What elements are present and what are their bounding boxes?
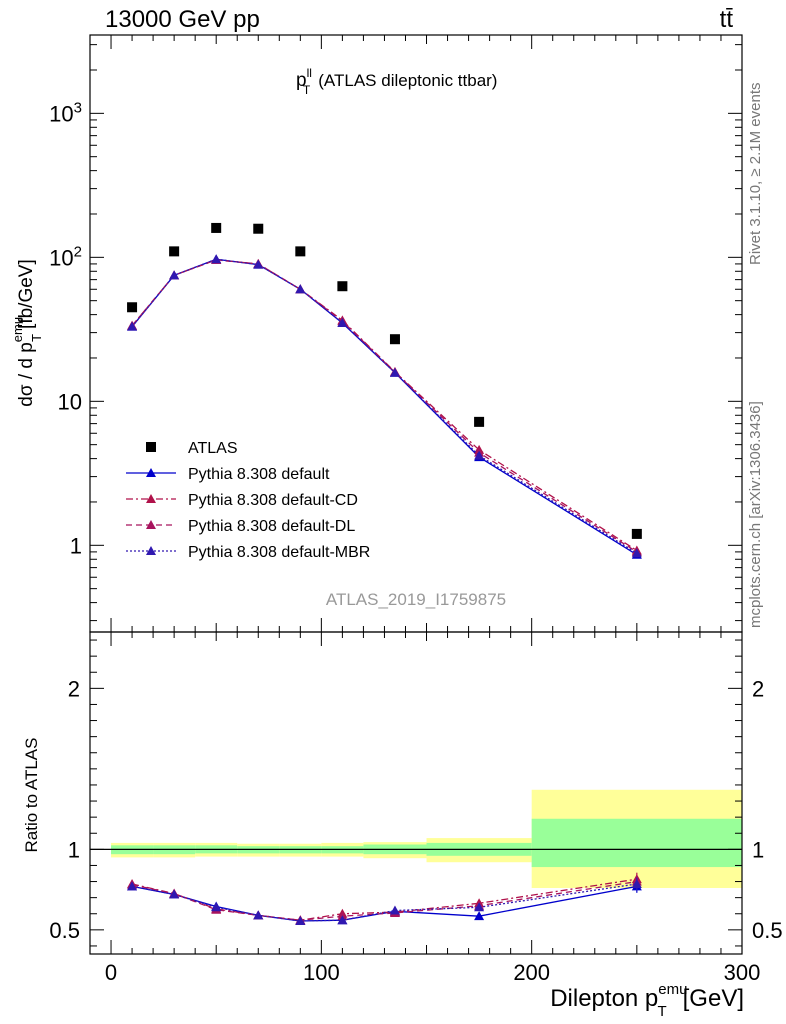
ratio-y-tick-label-right: 0.5 [752, 918, 783, 943]
data-point [631, 528, 642, 539]
x-label-sub: T [657, 1003, 666, 1020]
y-label-unit: [fb/GeV] [16, 259, 37, 329]
ratio-marker [127, 881, 138, 891]
legend: ATLAS Pythia 8.308 default Pythia 8.308 de… [126, 440, 370, 561]
legend-marker [146, 546, 156, 555]
title-rest: (ATLAS dileptonic ttbar) [318, 71, 497, 90]
ratio-bands [111, 789, 742, 888]
y-tick-label: 10 [58, 389, 82, 414]
ratio-y-tick-label: 1 [68, 837, 80, 862]
data-point [389, 334, 400, 345]
legend-label: Pythia 8.308 default [188, 466, 330, 483]
x-tick-label: 300 [724, 960, 761, 985]
ratio-frame [89, 631, 743, 955]
ratio-axis-ticks: 0 100 200 300 0.5 0.5 1 1 2 2 [49, 632, 783, 985]
x-label-main: Dilepton p [550, 985, 658, 1012]
ratio-y-label: Ratio to ATLAS [22, 738, 41, 853]
series-marker [337, 317, 348, 327]
ratio-marker [169, 889, 180, 899]
ratio-marker [474, 911, 485, 921]
x-axis-label: Dilepton pemu T [GeV] [550, 981, 744, 1020]
data-point [337, 281, 348, 292]
y-tick-label: 102 [49, 243, 82, 270]
process-label: tt̄ [720, 6, 734, 33]
main-series [127, 222, 642, 559]
x-tick-label: 0 [105, 960, 117, 985]
title-main: p [296, 70, 307, 91]
ratio-y-tick-label: 0.5 [49, 918, 80, 943]
series-marker [253, 259, 264, 269]
main-panel: 1 10 102 103 [49, 34, 743, 633]
legend-label: Pythia 8.308 default-MBR [188, 544, 370, 561]
data-point [295, 246, 306, 257]
x-tick-label: 100 [303, 960, 340, 985]
ratio-marker [389, 905, 400, 915]
legend-label: ATLAS [188, 440, 238, 457]
series-marker [295, 284, 306, 294]
legend-marker [146, 520, 156, 529]
series-marker [389, 367, 400, 377]
data-point [127, 302, 138, 313]
ratio-marker [337, 915, 348, 925]
y-label-sub: T [29, 334, 44, 342]
ratio-line [131, 883, 637, 922]
y-label-main: dσ / d p [16, 342, 37, 407]
series-line [131, 258, 638, 556]
series-marker [169, 270, 180, 280]
x-tick-label: 200 [513, 960, 550, 985]
y-tick-label: 103 [49, 99, 82, 126]
legend-marker [146, 494, 156, 503]
data-point [211, 222, 222, 233]
ratio-band-inner [531, 818, 742, 868]
energy-label: 13000 GeV pp [105, 6, 260, 33]
ratio-y-tick-label: 2 [68, 676, 80, 701]
analysis-id: ATLAS_2019_I1759875 [326, 590, 506, 609]
data-point [253, 223, 264, 234]
ratio-marker [295, 915, 306, 925]
ratio-series [127, 872, 642, 925]
ratio-marker [253, 910, 264, 920]
ratio-y-tick-label-right: 1 [752, 837, 764, 862]
main-y-label: dσ / d pemu T [fb/GeV] [10, 259, 44, 407]
legend-marker [146, 468, 156, 477]
y-label-sup: emu [10, 317, 25, 342]
series-marker [127, 321, 138, 331]
mcplots-label: mcplots.cern.ch [arXiv:1306.3436] [747, 401, 764, 628]
ratio-marker [631, 878, 642, 888]
y-tick-label: 1 [70, 533, 82, 558]
series-marker [631, 548, 642, 558]
panel-title: pll T (ATLAS dileptonic ttbar) [296, 66, 497, 97]
legend-label: Pythia 8.308 default-DL [188, 518, 355, 535]
x-label-sup: emu [658, 981, 687, 998]
ratio-marker [211, 902, 222, 912]
x-label-unit: [GeV] [683, 985, 744, 1012]
ratio-line [131, 885, 637, 922]
ratio-marker [474, 902, 485, 912]
series-marker [211, 254, 222, 264]
legend-marker [146, 442, 156, 452]
title-sup: ll [307, 66, 312, 80]
ratio-y-tick-label-right: 2 [752, 676, 764, 701]
data-point [474, 416, 485, 427]
data-point [169, 246, 180, 257]
series-line [131, 258, 638, 554]
ratio-panel: 0 100 200 300 0.5 0.5 1 1 2 2 [49, 631, 783, 985]
main-frame [89, 34, 743, 633]
series-marker [474, 450, 485, 460]
legend-label: Pythia 8.308 default-CD [188, 492, 358, 509]
rivet-label: Rivet 3.1.10, ≥ 2.1M events [747, 83, 764, 266]
main-axis-ticks: 1 10 102 103 [49, 35, 743, 632]
title-sub: T [303, 83, 311, 97]
